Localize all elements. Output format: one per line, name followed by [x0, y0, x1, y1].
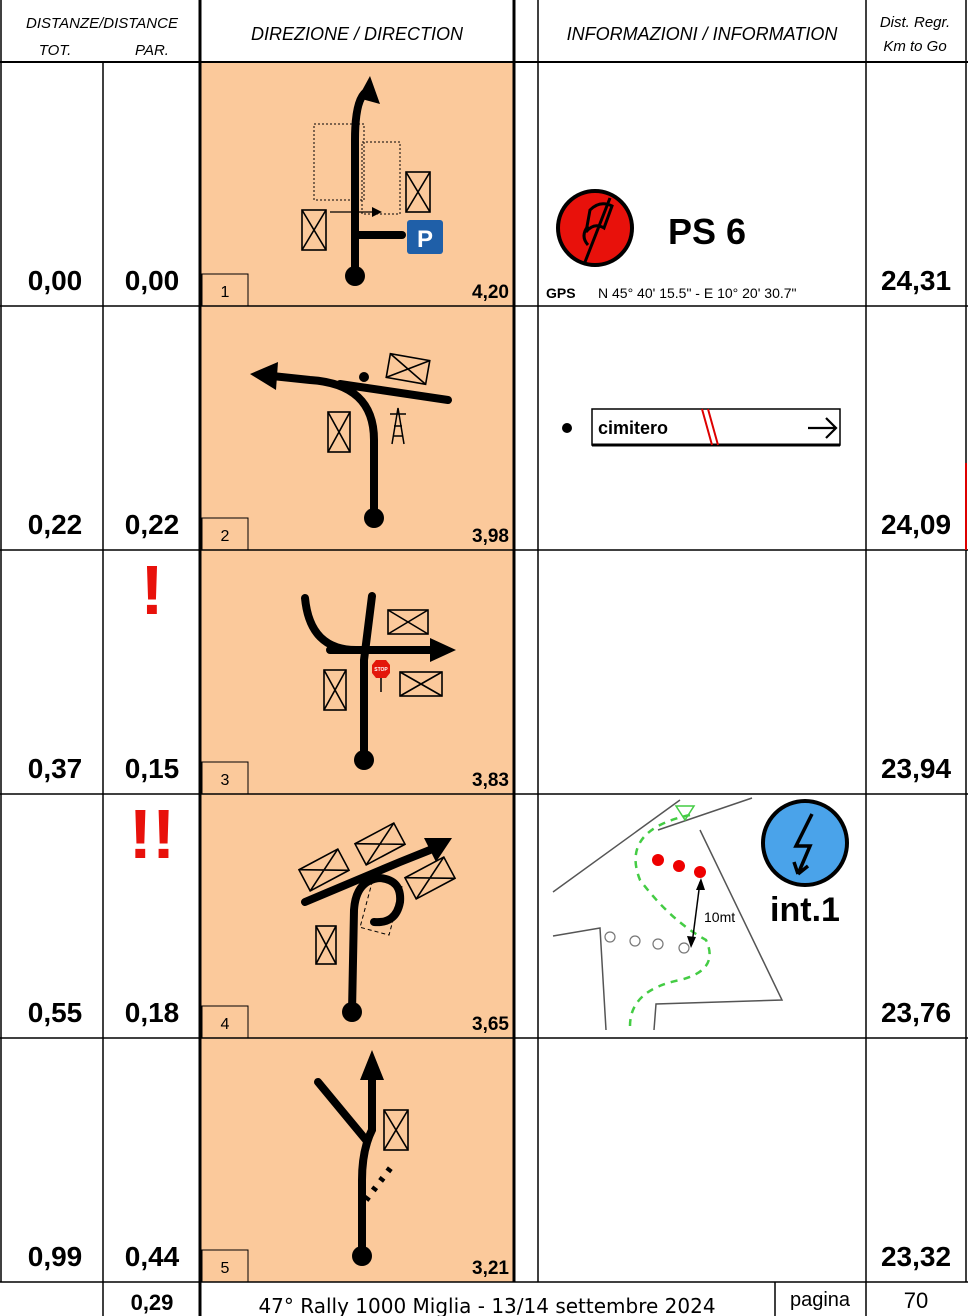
- footer-page-label: pagina: [790, 1289, 851, 1311]
- distance-note: 10mt: [704, 909, 735, 925]
- footer-title: 47° Rally 1000 Miglia - 13/14 settembre …: [258, 1294, 715, 1316]
- warning: !!: [129, 795, 176, 873]
- step-number-box: [201, 761, 249, 795]
- gps-coordinates: N 45° 40' 15.5" - E 10° 20' 30.7": [598, 285, 797, 301]
- tulip-4: [297, 821, 457, 1022]
- header-par: PAR.: [135, 42, 169, 59]
- header-information: INFORMAZIONI / INFORMATION: [567, 24, 839, 44]
- partial-km: 3,98: [472, 526, 509, 547]
- intermediate-map: [552, 797, 849, 1031]
- header-km-to-go: Km to Go: [883, 38, 946, 55]
- distance-total: 0,37: [28, 753, 83, 784]
- info-title: PS 6: [668, 211, 746, 252]
- partial-km: 3,83: [472, 770, 509, 791]
- footer-total-par: 0,29: [131, 1290, 174, 1315]
- header-direction: DIREZIONE / DIRECTION: [251, 24, 464, 44]
- direction-sign: [591, 408, 841, 447]
- partial-km: 3,21: [472, 1258, 509, 1279]
- tulip-5: [314, 1050, 409, 1266]
- step-number: 2: [221, 528, 230, 545]
- info-title: int.1: [770, 891, 840, 929]
- distance-total: 0,55: [28, 997, 83, 1028]
- distance-partial: 0,15: [125, 753, 180, 784]
- distance-total: 0,99: [28, 1241, 83, 1272]
- ps-icon: [556, 189, 634, 267]
- km-to-go: 24,09: [881, 509, 951, 540]
- header-dist-regr: Dist. Regr.: [880, 14, 950, 31]
- tulip-1: [301, 76, 443, 286]
- step-number: 4: [221, 1016, 230, 1033]
- header-tot: TOT.: [39, 42, 72, 59]
- tulip-2: [250, 352, 452, 528]
- partial-km: 4,20: [472, 282, 509, 303]
- stop-label: STOP: [374, 667, 388, 673]
- step-number: 1: [221, 284, 230, 301]
- step-number: 5: [221, 1260, 230, 1277]
- warning: !: [140, 551, 163, 629]
- km-to-go: 23,76: [881, 997, 951, 1028]
- parking-label: P: [417, 226, 433, 253]
- partial-km: 3,65: [472, 1014, 509, 1035]
- km-to-go: 24,31: [881, 265, 951, 296]
- distance-total: 0,00: [28, 265, 83, 296]
- distance-partial: 0,22: [125, 509, 180, 540]
- bullet: [562, 423, 572, 433]
- step-number-box: [201, 517, 249, 551]
- step-number: 3: [221, 772, 230, 789]
- step-number-box: [201, 1249, 249, 1283]
- step-number-box: [201, 1005, 249, 1039]
- distance-partial: 0,18: [125, 997, 180, 1028]
- header-distances: DISTANZE/DISTANCE: [26, 15, 179, 32]
- km-to-go: 23,94: [881, 753, 951, 784]
- km-to-go: 23,32: [881, 1241, 951, 1272]
- sign-label: cimitero: [598, 418, 668, 438]
- distance-partial: 0,44: [125, 1241, 180, 1272]
- gps-label: GPS: [546, 285, 576, 301]
- tulip-3: [301, 592, 456, 770]
- distance-total: 0,22: [28, 509, 83, 540]
- footer-page: 70: [904, 1288, 928, 1313]
- distance-partial: 0,00: [125, 265, 180, 296]
- step-number-box: [201, 273, 249, 307]
